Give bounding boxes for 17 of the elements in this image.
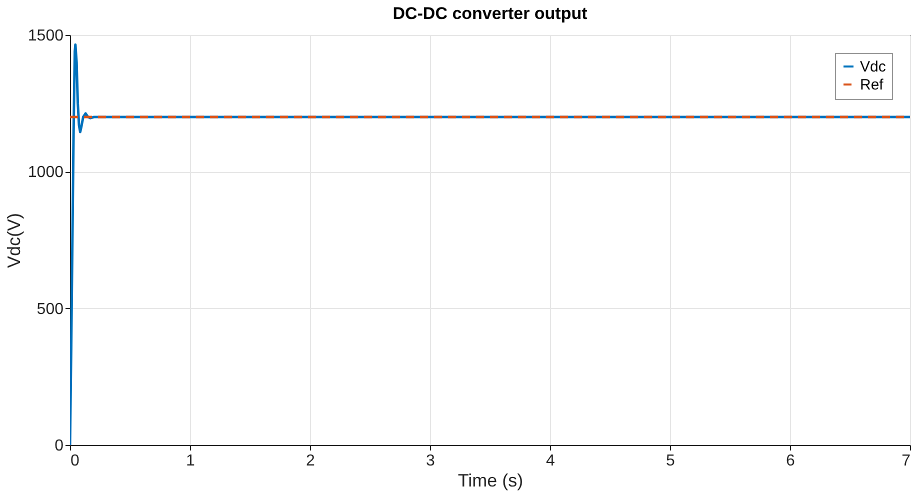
x-tick-label: 3 bbox=[426, 452, 436, 470]
legend-label: Ref bbox=[860, 76, 884, 94]
x-tick-label: 4 bbox=[546, 452, 556, 470]
legend-label: Vdc bbox=[860, 58, 886, 76]
x-tick-label: 6 bbox=[786, 452, 796, 470]
y-tick-label: 0 bbox=[54, 438, 64, 454]
y-axis-title: Vdc(V) bbox=[4, 212, 24, 268]
y-tick-label: 1000 bbox=[28, 164, 64, 182]
y-tick-label: 1500 bbox=[28, 28, 64, 44]
y-tick-label: 500 bbox=[36, 300, 64, 318]
x-axis-title: Time (s) bbox=[458, 470, 524, 490]
x-tick-label: 1 bbox=[186, 452, 196, 470]
x-tick-label: 5 bbox=[666, 452, 676, 470]
x-tick-label: 2 bbox=[306, 452, 316, 470]
x-tick-label: 0 bbox=[70, 452, 80, 470]
x-tick-label: 7 bbox=[902, 452, 911, 470]
chart-title: DC-DC converter output bbox=[392, 4, 588, 23]
